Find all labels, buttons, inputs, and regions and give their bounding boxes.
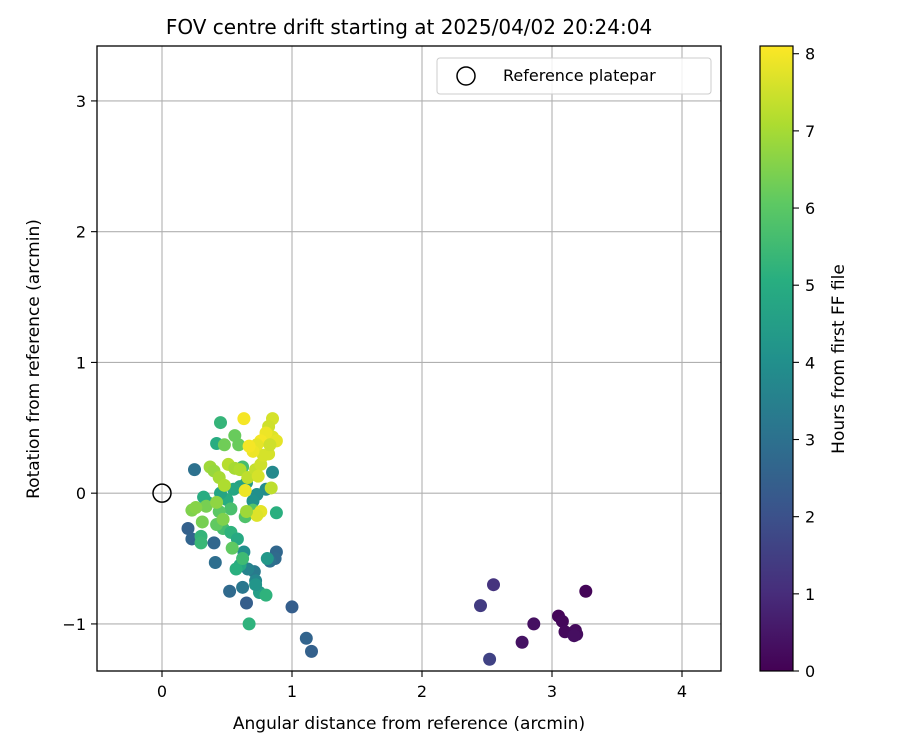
data-point xyxy=(259,588,273,602)
data-point xyxy=(555,614,569,628)
legend-label: Reference platepar xyxy=(503,66,656,85)
data-point xyxy=(527,617,541,631)
y-ticks: −1 0 1 2 3 xyxy=(62,92,97,634)
x-tick-label: 2 xyxy=(417,682,427,701)
colorbar-tick-label: 1 xyxy=(805,585,815,604)
colorbar-tick-label: 4 xyxy=(805,353,815,372)
legend: Reference platepar xyxy=(436,57,712,95)
data-point xyxy=(188,463,201,477)
data-point xyxy=(237,412,251,426)
data-point xyxy=(242,439,256,453)
data-point xyxy=(214,416,227,430)
colorbar-tick-label: 0 xyxy=(805,662,815,681)
colorbar-tick-label: 3 xyxy=(805,431,815,450)
y-tick-label: 3 xyxy=(76,92,86,111)
colorbar-ticks: 0 1 2 3 4 5 6 7 8 xyxy=(793,45,815,681)
colorbar-tick-label: 6 xyxy=(805,199,815,218)
data-point xyxy=(240,504,253,518)
data-point xyxy=(229,562,243,576)
data-point xyxy=(225,541,239,555)
plot-frame xyxy=(96,45,722,672)
data-point xyxy=(189,501,203,515)
data-point xyxy=(194,536,208,550)
data-point xyxy=(242,617,256,631)
data-point xyxy=(181,521,195,535)
colorbar-tick-label: 5 xyxy=(805,276,815,295)
y-tick-label: 1 xyxy=(76,353,86,372)
data-points xyxy=(181,412,593,666)
colorbar-tick-label: 7 xyxy=(805,122,815,141)
data-point xyxy=(246,494,260,508)
data-point xyxy=(236,552,250,566)
data-point xyxy=(515,635,529,649)
data-point xyxy=(264,481,278,495)
data-point xyxy=(260,552,274,566)
data-point xyxy=(199,499,213,513)
data-point xyxy=(208,555,222,569)
y-tick-label: 2 xyxy=(76,223,86,242)
legend-marker xyxy=(456,66,476,86)
reference-platepar-marker xyxy=(152,483,172,503)
y-axis-label: Rotation from reference (arcmin) xyxy=(24,219,44,499)
x-tick-label: 4 xyxy=(677,682,687,701)
x-tick-label: 0 xyxy=(157,682,167,701)
colorbar-tick-label: 8 xyxy=(805,45,815,64)
data-point xyxy=(238,484,252,498)
y-tick-label: 0 xyxy=(76,484,86,503)
colorbar-label: Hours from first FF file xyxy=(829,264,849,454)
data-point xyxy=(240,596,253,610)
grid-lines xyxy=(97,46,721,671)
data-point xyxy=(305,644,318,658)
data-point xyxy=(216,512,230,526)
data-point xyxy=(487,578,500,592)
data-point xyxy=(223,584,237,598)
data-point xyxy=(251,469,265,483)
data-point xyxy=(210,495,224,509)
x-ticks: 0 1 2 3 4 xyxy=(157,671,687,701)
data-point xyxy=(224,502,238,516)
chart-title: FOV centre drift starting at 2025/04/02 … xyxy=(166,15,652,39)
data-point xyxy=(299,631,313,645)
colorbar xyxy=(759,45,794,672)
data-point xyxy=(266,465,279,479)
data-point xyxy=(579,584,593,598)
data-point xyxy=(249,578,263,592)
colorbar-tick-label: 2 xyxy=(805,508,815,527)
data-point xyxy=(232,438,246,452)
y-tick-label: −1 xyxy=(62,615,86,634)
data-point xyxy=(195,515,209,529)
data-point xyxy=(567,629,581,643)
data-point xyxy=(474,599,487,613)
data-point xyxy=(250,508,264,522)
data-point xyxy=(285,600,299,614)
data-point xyxy=(269,506,283,520)
data-point xyxy=(483,652,497,666)
data-point xyxy=(217,438,231,452)
data-point xyxy=(263,438,277,452)
data-point xyxy=(217,478,231,492)
x-tick-label: 1 xyxy=(287,682,297,701)
data-point xyxy=(236,580,250,594)
x-axis-label: Angular distance from reference (arcmin) xyxy=(233,714,585,734)
data-point xyxy=(207,536,221,550)
x-tick-label: 3 xyxy=(547,682,557,701)
legend-box xyxy=(436,57,712,95)
